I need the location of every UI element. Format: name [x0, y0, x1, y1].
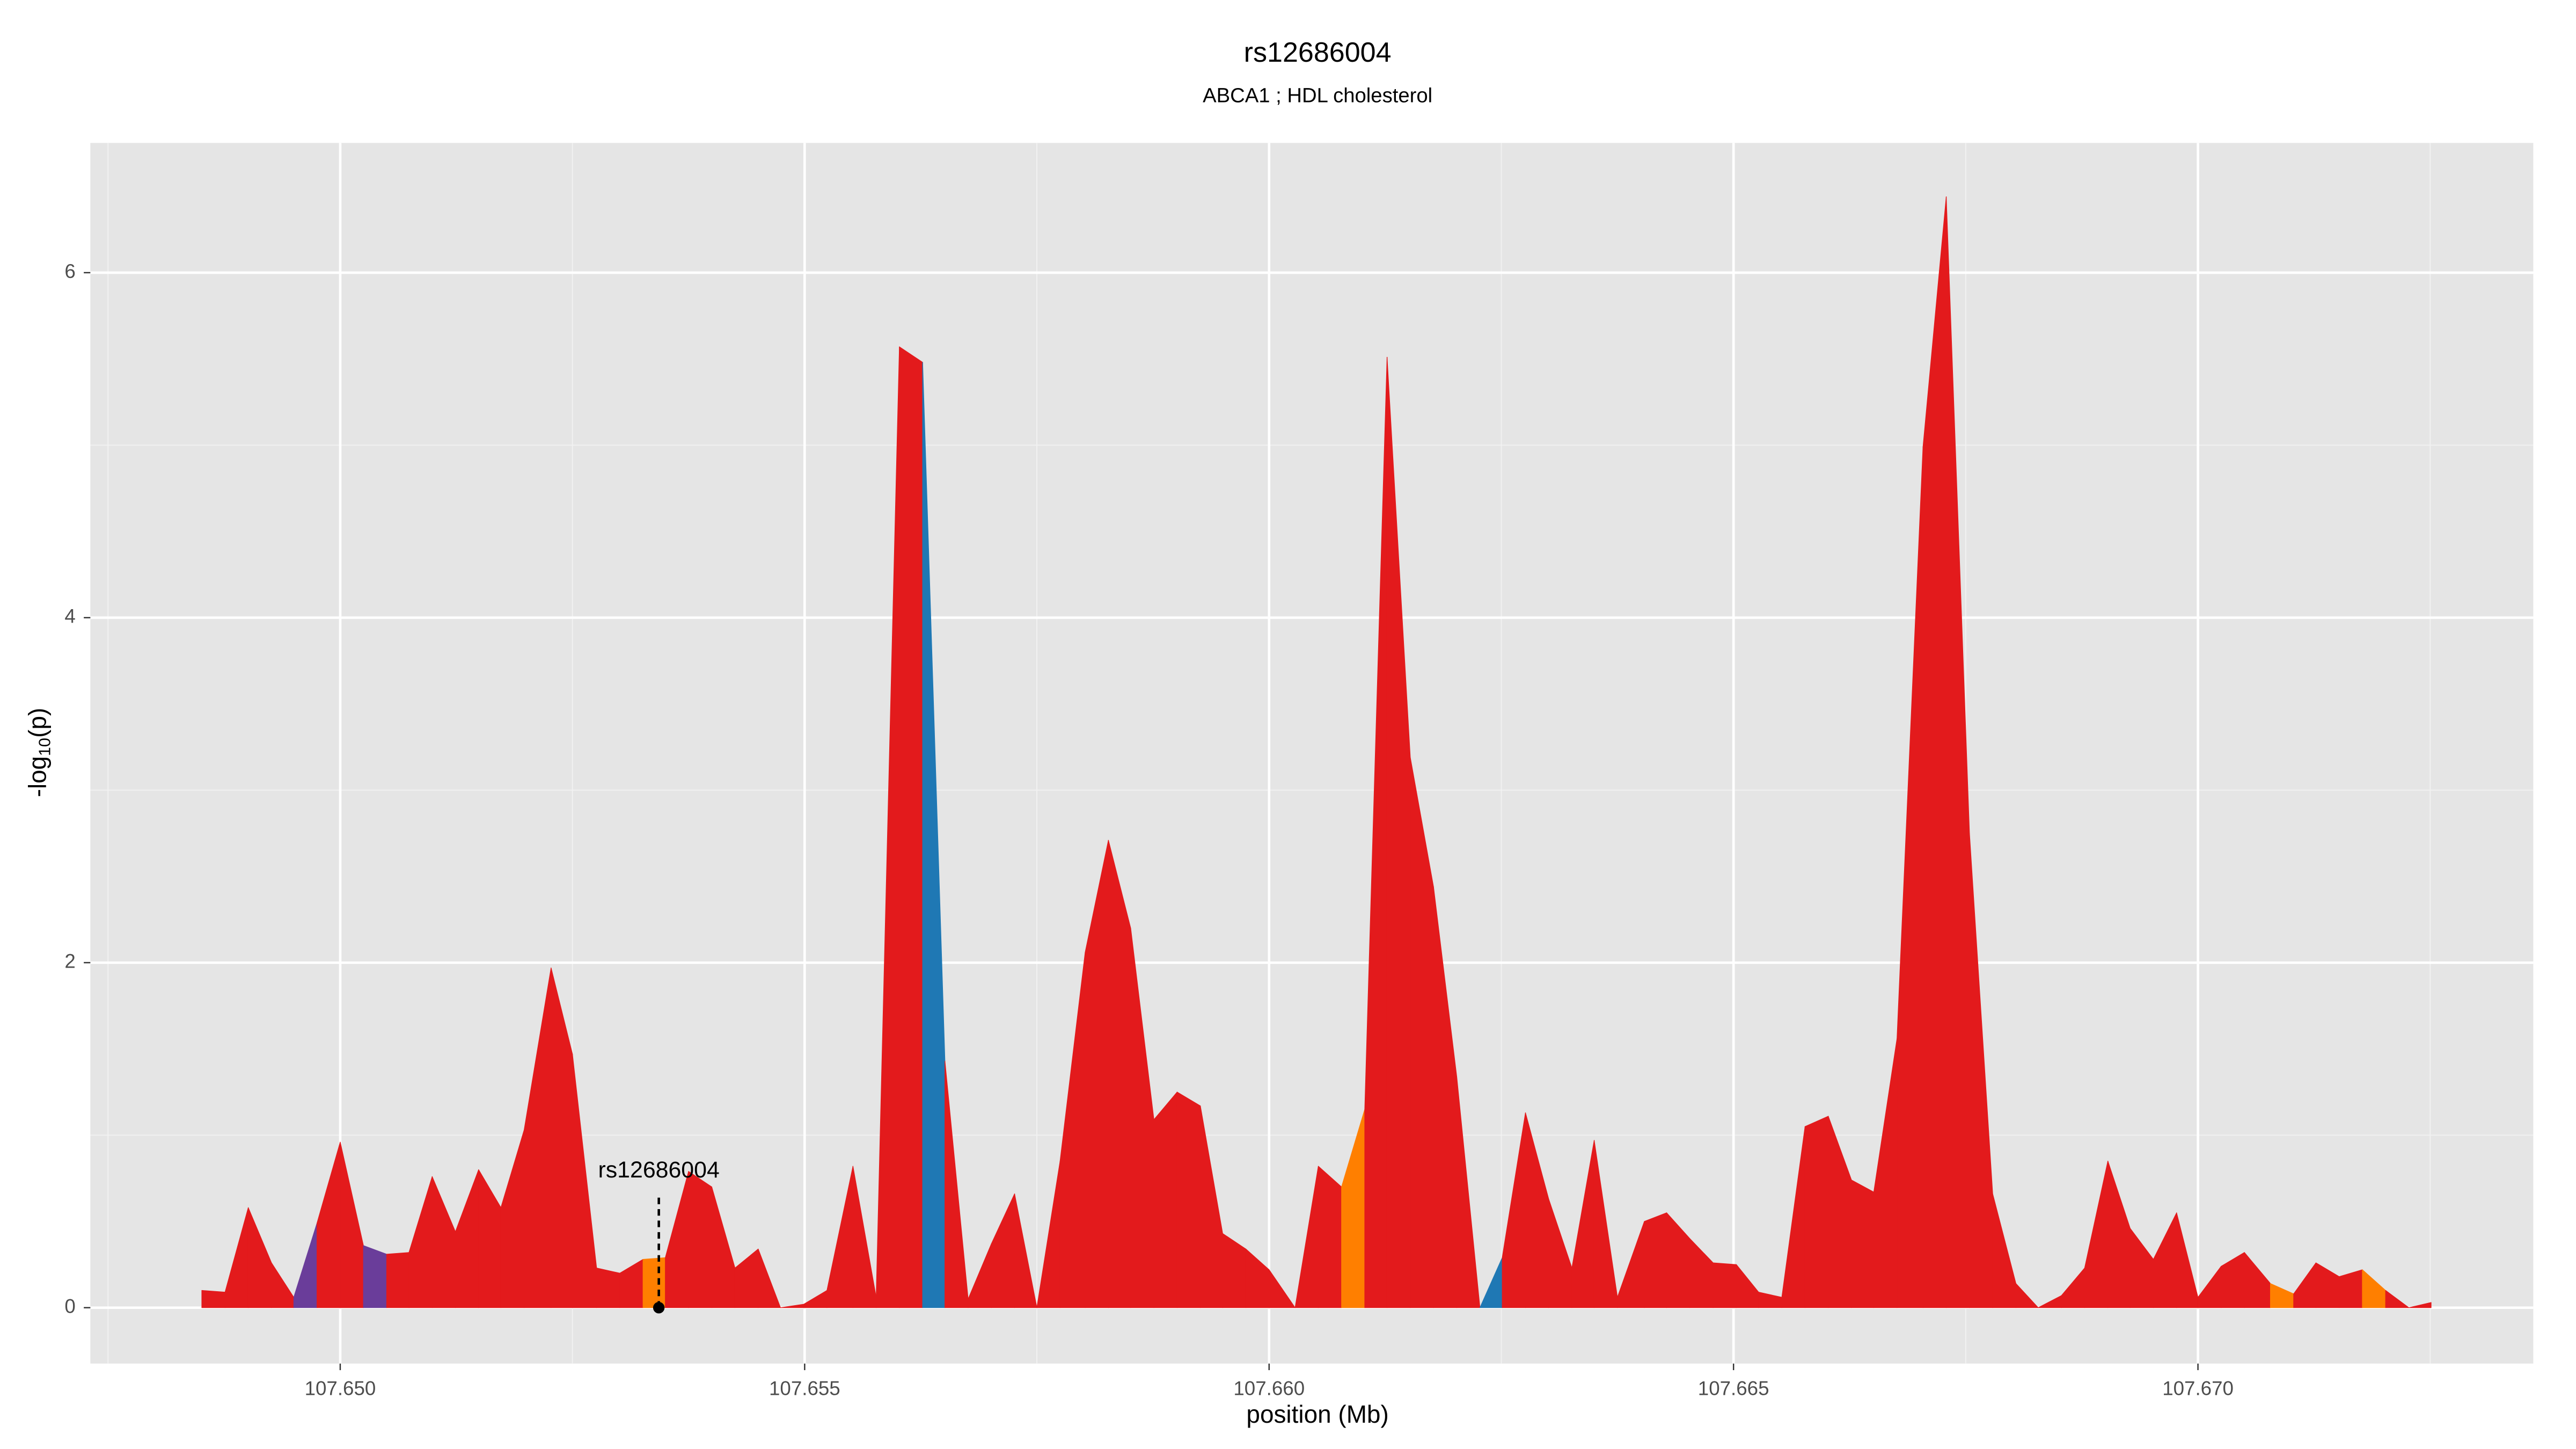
area-segment [386, 1252, 409, 1308]
annotation-point [653, 1301, 665, 1314]
x-tick-label: 107.665 [1698, 1377, 1769, 1399]
y-axis-label: -log10(p) [24, 708, 54, 797]
area-segment [1456, 1076, 1481, 1308]
annotation-label: rs12686004 [598, 1157, 719, 1183]
annotation: rs12686004 [598, 1157, 720, 1314]
area-segment [363, 1245, 387, 1308]
panel [90, 143, 2534, 1364]
area-segment [2385, 1290, 2410, 1308]
area-segment [2408, 1302, 2432, 1308]
area-segment [1318, 1166, 1342, 1308]
x-tick-label: 107.670 [2162, 1377, 2234, 1399]
area-segment [1014, 1193, 1037, 1308]
chart-subtitle: ABCA1 ; HDL cholesterol [1203, 84, 1432, 107]
y-label-subscript: 10 [36, 738, 54, 756]
axes: 107.650 107.655 107.660 107.665 107.670 0 2 4 6 [64, 260, 2234, 1400]
area-segment [1269, 1269, 1296, 1308]
x-tick-label: 107.655 [769, 1377, 840, 1399]
area-segment [1176, 1092, 1201, 1308]
x-tick-label: 107.660 [1233, 1377, 1305, 1399]
area-segment [688, 1171, 712, 1308]
area-segment [1153, 1092, 1178, 1308]
area-segment [1713, 1262, 1737, 1308]
y-label-part: -log [24, 756, 52, 797]
grid [90, 143, 2534, 1364]
area-segment [1644, 1212, 1667, 1308]
y-tick-label: 4 [64, 605, 75, 627]
y-tick-label: 6 [64, 260, 75, 282]
area-segment [758, 1248, 781, 1308]
area-segment [642, 1257, 666, 1308]
chart-title: rs12686004 [1244, 37, 1392, 68]
x-axis-label: position (Mb) [1246, 1400, 1388, 1428]
area-segment [201, 1290, 225, 1308]
area-segment [2015, 1283, 2039, 1308]
area-segment [899, 346, 923, 1308]
area-segment [1851, 1180, 1875, 1308]
area-segment [596, 1268, 620, 1308]
area-segment [1804, 1116, 1829, 1308]
x-tick-label: 107.650 [305, 1377, 376, 1399]
y-tick-label: 0 [64, 1295, 75, 1317]
area [201, 196, 2432, 1308]
area-segment [2339, 1269, 2363, 1308]
y-label-part: (p) [24, 708, 52, 738]
y-tick-label: 2 [64, 950, 75, 972]
